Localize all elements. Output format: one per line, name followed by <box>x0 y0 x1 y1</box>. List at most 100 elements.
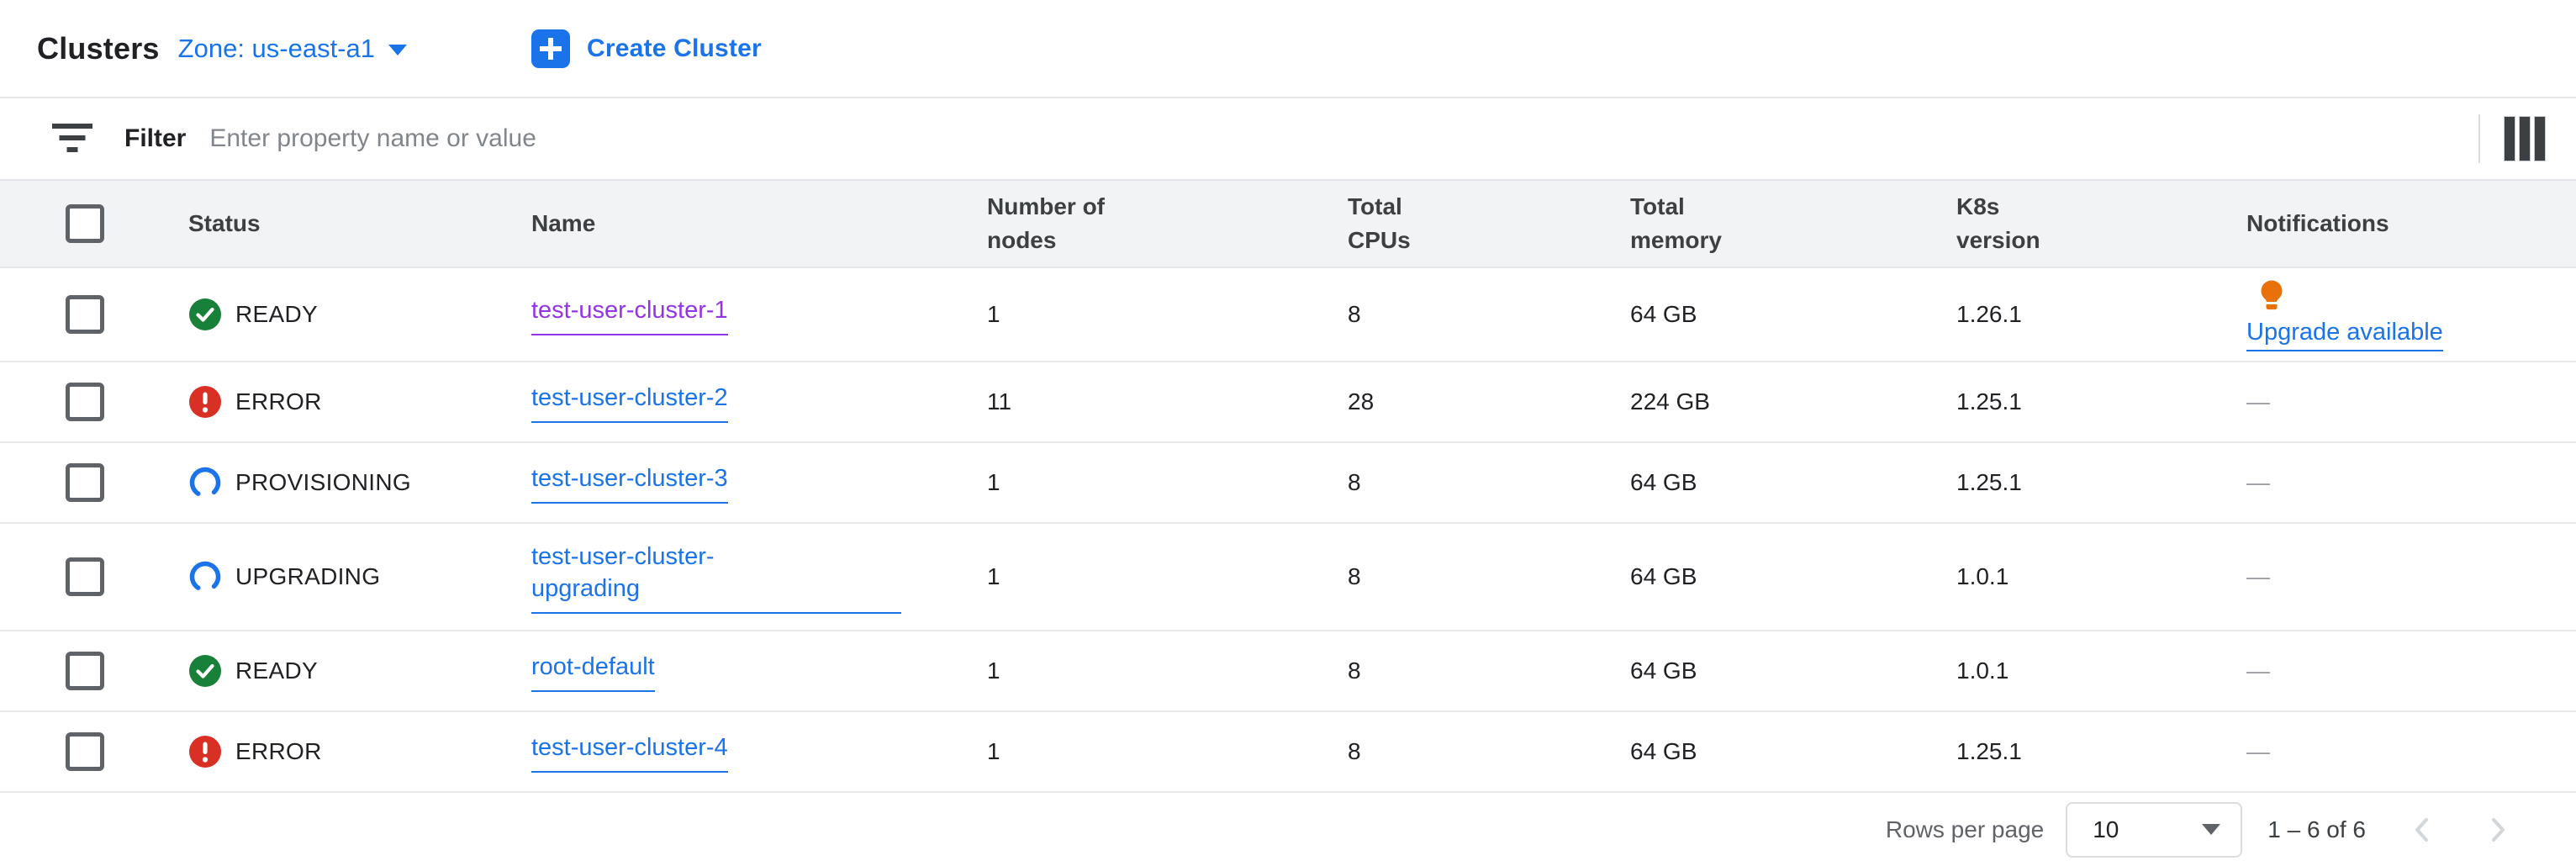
cluster-name-link[interactable]: test-user-cluster-upgrading <box>531 541 901 614</box>
name-cell: root-default <box>531 651 987 692</box>
error-circle-icon <box>188 383 222 420</box>
status-cell: PROVISIONING <box>188 464 531 501</box>
cluster-name-link[interactable]: test-user-cluster-1 <box>531 294 728 335</box>
nodes-cell: 1 <box>987 657 1000 684</box>
filter-label: Filter <box>124 124 187 152</box>
table-row: READY test-user-cluster-1 1 8 64 GB 1.26.1 Upg… <box>0 268 2576 362</box>
memory-cell: 64 GB <box>1630 563 1697 589</box>
column-header-nodes: Number of nodes <box>987 193 1105 253</box>
table-body: READY test-user-cluster-1 1 8 64 GB 1.26.1 Upg… <box>0 268 2576 793</box>
plus-icon <box>531 29 571 68</box>
column-header-memory: Total memory <box>1630 193 1722 253</box>
page-title: Clusters <box>37 30 160 66</box>
status-label: READY <box>235 301 318 327</box>
upgrade-available-link[interactable]: Upgrade available <box>2246 319 2443 351</box>
status-label: ERROR <box>235 388 322 415</box>
memory-cell: 64 GB <box>1630 301 1697 327</box>
cluster-name-link[interactable]: test-user-cluster-4 <box>531 731 728 773</box>
no-notification-dash: — <box>2246 563 2270 589</box>
table-row: ERROR test-user-cluster-4 1 8 64 GB 1.25.1 — <box>0 712 2576 793</box>
column-display-icon[interactable] <box>2504 116 2546 161</box>
status-cell: ERROR <box>188 383 531 420</box>
chevron-right-icon[interactable] <box>2480 813 2514 847</box>
nodes-cell: 1 <box>987 469 1000 495</box>
status-cell: ERROR <box>188 733 531 770</box>
no-notification-dash: — <box>2246 469 2270 495</box>
select-all-checkbox[interactable] <box>66 204 104 243</box>
name-cell: test-user-cluster-4 <box>531 731 987 773</box>
rows-per-page-label: Rows per page <box>1885 816 2045 842</box>
cpus-cell: 8 <box>1348 563 1361 589</box>
k8s-version-cell: 1.25.1 <box>1956 388 2022 415</box>
notifications-cell: — <box>2246 738 2576 765</box>
memory-cell: 64 GB <box>1630 469 1697 495</box>
spinner-icon <box>188 464 222 501</box>
rows-per-page-select[interactable]: 10 <box>2066 801 2243 858</box>
column-header-notifications: Notifications <box>2246 210 2389 236</box>
cpus-cell: 8 <box>1348 301 1361 327</box>
rows-per-page-value: 10 <box>2093 816 2119 842</box>
cluster-name-link[interactable]: test-user-cluster-2 <box>531 382 728 423</box>
page-range-label: 1 – 6 of 6 <box>2267 816 2366 842</box>
pagination-bar: Rows per page 10 1 – 6 of 6 <box>0 793 2576 866</box>
name-cell: test-user-cluster-upgrading <box>531 541 987 614</box>
k8s-version-cell: 1.0.1 <box>1956 563 2009 589</box>
cluster-name-link[interactable]: test-user-cluster-3 <box>531 462 728 504</box>
notifications-cell: — <box>2246 388 2576 415</box>
name-cell: test-user-cluster-1 <box>531 294 987 335</box>
name-cell: test-user-cluster-3 <box>531 462 987 504</box>
k8s-version-cell: 1.25.1 <box>1956 469 2022 495</box>
status-label: UPGRADING <box>235 563 381 589</box>
table-row: UPGRADING test-user-cluster-upgrading 1 8 64… <box>0 524 2576 631</box>
k8s-version-cell: 1.0.1 <box>1956 657 2009 684</box>
row-checkbox[interactable] <box>66 463 104 502</box>
toolbar-divider <box>2478 114 2480 163</box>
status-label: ERROR <box>235 738 322 764</box>
memory-cell: 64 GB <box>1630 738 1697 764</box>
chevron-left-icon[interactable] <box>2406 813 2440 847</box>
row-checkbox[interactable] <box>66 383 104 421</box>
notifications-cell: — <box>2246 469 2576 496</box>
status-label: READY <box>235 657 318 684</box>
k8s-version-cell: 1.25.1 <box>1956 738 2022 764</box>
create-cluster-label: Create Cluster <box>587 34 762 62</box>
row-checkbox[interactable] <box>66 295 104 334</box>
lightbulb-icon <box>2255 278 2288 317</box>
memory-cell: 224 GB <box>1630 388 1710 415</box>
spinner-icon <box>188 558 222 595</box>
cpus-cell: 8 <box>1348 657 1361 684</box>
row-checkbox[interactable] <box>66 732 104 771</box>
k8s-version-cell: 1.26.1 <box>1956 301 2022 327</box>
check-circle-icon <box>188 652 222 689</box>
table-row: PROVISIONING test-user-cluster-3 1 8 64 GB 1.… <box>0 443 2576 524</box>
caret-down-icon <box>388 45 408 55</box>
caret-down-icon <box>2202 824 2221 835</box>
nodes-cell: 1 <box>987 301 1000 327</box>
cpus-cell: 8 <box>1348 738 1361 764</box>
zone-selector[interactable]: Zone: us-east-a1 <box>177 33 408 64</box>
filter-icon <box>52 122 92 156</box>
create-cluster-button[interactable]: Create Cluster <box>531 29 762 68</box>
no-notification-dash: — <box>2246 738 2270 764</box>
row-checkbox[interactable] <box>66 652 104 690</box>
notifications-cell: — <box>2246 563 2576 590</box>
zone-label: Zone: us-east-a1 <box>177 33 376 63</box>
nodes-cell: 1 <box>987 563 1000 589</box>
filter-toolbar: Filter <box>0 98 2576 181</box>
no-notification-dash: — <box>2246 657 2270 684</box>
memory-cell: 64 GB <box>1630 657 1697 684</box>
name-cell: test-user-cluster-2 <box>531 382 987 423</box>
table-row: ERROR test-user-cluster-2 11 28 224 GB 1.25.1… <box>0 362 2576 443</box>
filter-input[interactable] <box>209 124 2455 153</box>
column-header-status: Status <box>188 210 261 236</box>
cpus-cell: 28 <box>1348 388 1375 415</box>
column-header-cpus: Total CPUs <box>1348 193 1411 253</box>
table-row: READY root-default 1 8 64 GB 1.0.1 — <box>0 631 2576 712</box>
cluster-name-link[interactable]: root-default <box>531 651 655 692</box>
column-header-name: Name <box>531 210 596 236</box>
status-cell: READY <box>188 652 531 689</box>
check-circle-icon <box>188 296 222 333</box>
status-label: PROVISIONING <box>235 469 411 495</box>
row-checkbox[interactable] <box>66 557 104 596</box>
status-cell: READY <box>188 296 531 333</box>
